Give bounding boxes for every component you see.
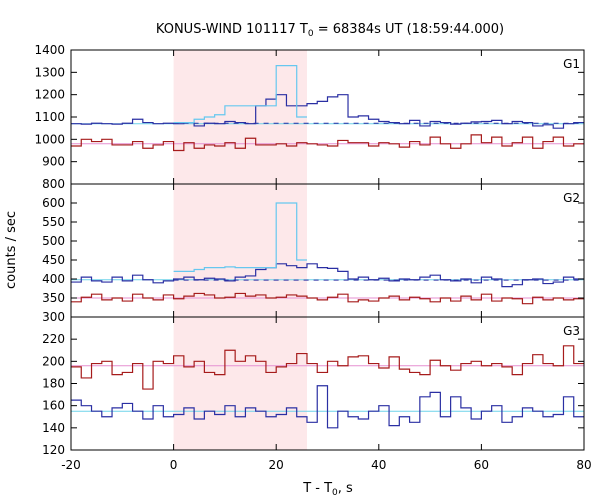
G1-y-tick-label: 1300 [34, 65, 65, 79]
x-tick-label: 20 [269, 458, 284, 472]
G1-panel-frame [70, 49, 585, 185]
G1-y-tick-label: 800 [42, 177, 65, 191]
G2-y-tick-label: 600 [42, 196, 65, 210]
G1-y-tick-label: 900 [42, 155, 65, 169]
G3-y-tick-label: 140 [42, 421, 65, 435]
G1-upper-histogram [71, 94, 584, 129]
G1-y-tick-label: 1400 [34, 43, 65, 57]
G2-y-tick-label: 450 [42, 253, 65, 267]
G3-upper-histogram [71, 385, 584, 429]
G3-y-tick-label: 200 [42, 354, 65, 368]
burst-interval-highlight [173, 50, 307, 450]
x-tick-label: 40 [371, 458, 386, 472]
x-tick-label: 80 [576, 458, 591, 472]
x-tick-label: -20 [61, 458, 81, 472]
G3-y-tick-label: 180 [42, 377, 65, 391]
G2-y-tick-label: 350 [42, 291, 65, 305]
G1-y-tick-label: 1000 [34, 132, 65, 146]
G1-peak-histogram [173, 65, 307, 124]
chart-title: KONUS-WIND 101117 T0 = 68384s UT (18:59:… [156, 22, 504, 39]
G3-y-tick-label: 120 [42, 443, 65, 457]
x-tick-label: 0 [170, 458, 178, 472]
G2-y-tick-label: 400 [42, 272, 65, 286]
x-tick-label: 60 [474, 458, 489, 472]
G3-panel-label: G3 [563, 324, 580, 338]
y-axis-label: counts / sec [4, 211, 19, 289]
G1-y-tick-label: 1200 [34, 88, 65, 102]
G1-y-tick-label: 1100 [34, 110, 65, 124]
G1-lower-histogram [71, 134, 584, 152]
G2-y-tick-label: 500 [42, 234, 65, 248]
G2-peak-histogram [173, 202, 307, 272]
G1-panel-label: G1 [563, 57, 580, 71]
G2-y-tick-label: 300 [42, 310, 65, 324]
G3-panel-frame [70, 316, 585, 451]
G3-lower-histogram [71, 345, 584, 390]
G3-y-tick-label: 220 [42, 332, 65, 346]
x-axis-label: T - T0, s [302, 481, 353, 498]
G2-panel-label: G2 [563, 191, 580, 205]
G3-y-tick-label: 160 [42, 399, 65, 413]
G2-y-tick-label: 550 [42, 215, 65, 229]
G2-lower-histogram [71, 292, 584, 305]
G2-upper-histogram [71, 263, 584, 288]
